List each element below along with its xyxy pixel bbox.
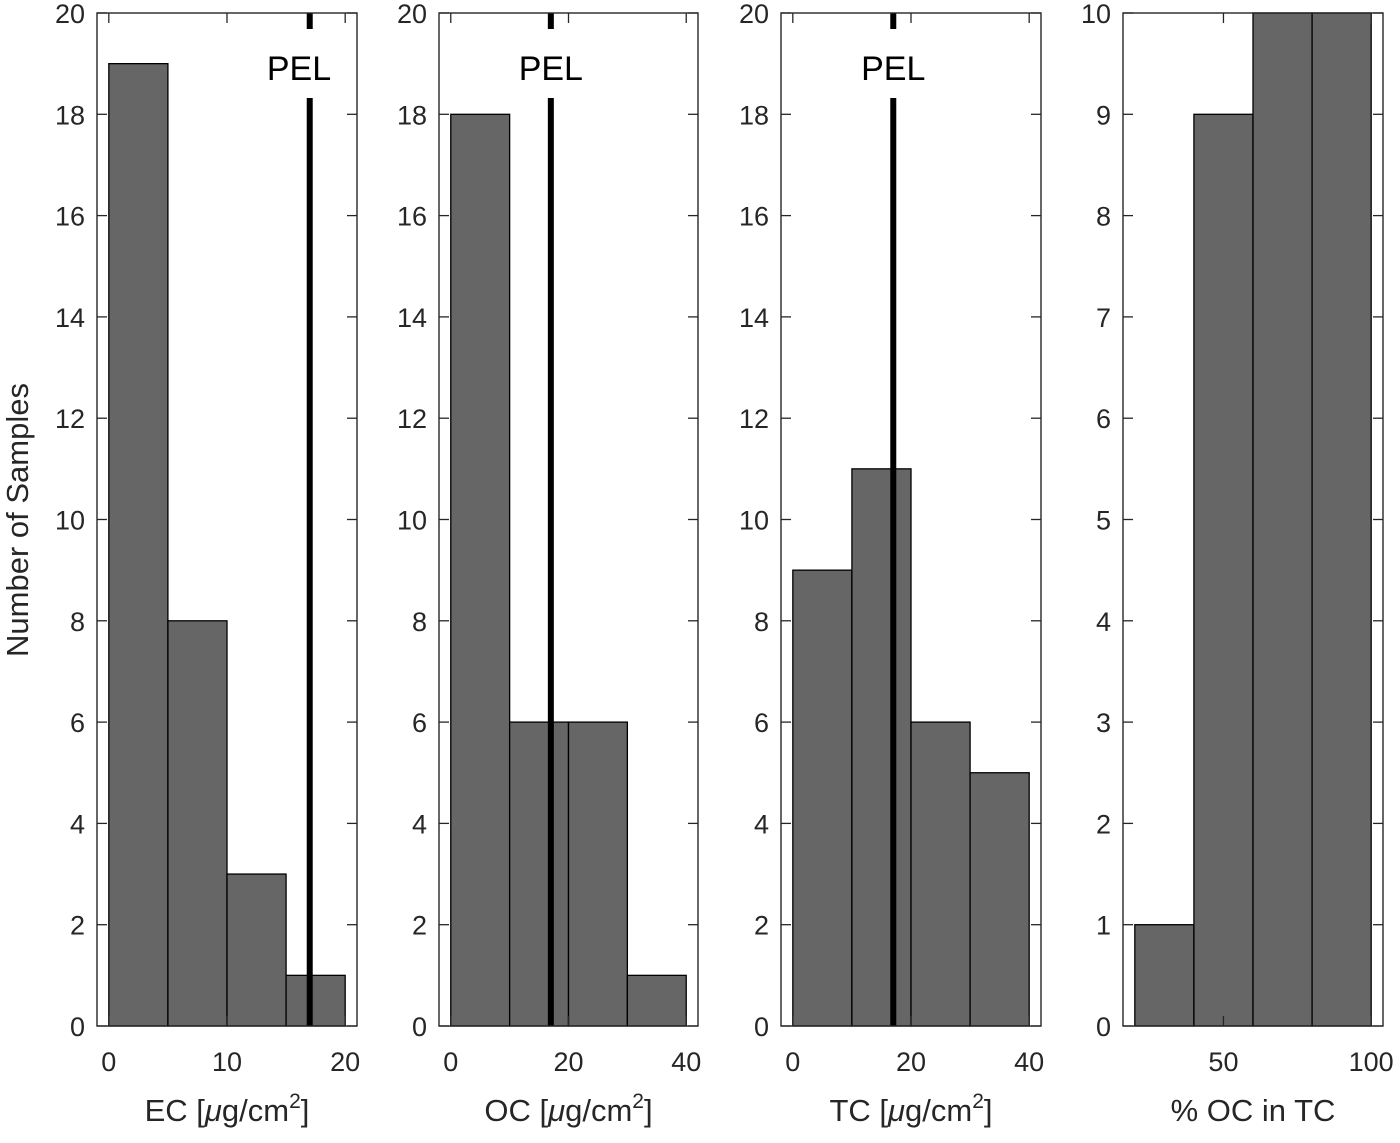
y-tick-label: 18 [739,100,769,130]
x-tick-label: 40 [1014,1047,1044,1077]
pel-label: PEL [267,50,331,88]
y-tick-label: 4 [412,809,427,839]
histogram-bar [567,721,629,1027]
y-tick-label: 8 [754,607,769,637]
y-tick-label: 0 [412,1012,427,1042]
x-tick-label: 10 [212,1047,242,1077]
x-tick-label: 20 [330,1047,360,1077]
x-axis-label: EC [μg/cm2] [145,1090,310,1128]
y-tick-label: 6 [1096,404,1111,434]
x-tick-label: 0 [101,1047,116,1077]
histogram-bar [450,113,511,1027]
histogram-panel-1: PEL 0 2 4 6 8 10 12 14 16 18 20 0 10 20 EC [μg/cm2] [55,0,360,1128]
y-tick-label: 8 [1096,202,1111,232]
y-tick-label: 2 [1096,809,1111,839]
y-tick-label: 8 [70,607,85,637]
x-tick-label: 20 [553,1047,583,1077]
y-tick-label: 20 [397,0,427,29]
y-tick-label: 10 [739,506,769,536]
y-tick-label: 20 [739,0,769,29]
y-tick-label: 6 [754,708,769,738]
x-tick-label: 0 [785,1047,800,1077]
y-tick-label: 0 [70,1012,85,1042]
histogram-bar [910,721,971,1027]
y-tick-label: 18 [397,100,427,130]
y-tick-label: 12 [739,404,769,434]
y-tick-label: 5 [1096,506,1111,536]
histogram-bar [1193,113,1254,1027]
y-tick-label: 4 [70,809,85,839]
histogram-bar [508,721,570,1027]
y-tick-label: 4 [754,809,769,839]
y-tick-label: 4 [1096,607,1111,637]
histogram-bar [167,620,228,1027]
y-tick-label: 16 [397,202,427,232]
histogram-panel-2: PEL 0 2 4 6 8 10 12 14 16 18 20 0 20 40 OC [μg/cm2] [397,0,701,1128]
y-tick-label: 12 [397,404,427,434]
histogram-bar [1311,12,1372,1027]
y-tick-label: 16 [739,202,769,232]
x-tick-label: 50 [1208,1047,1238,1077]
y-tick-label: 7 [1096,303,1111,333]
y-tick-label: 14 [397,303,427,333]
y-tick-label: 1 [1096,911,1111,941]
histogram-bar [792,569,853,1027]
x-tick-label: 0 [443,1047,458,1077]
pel-label: PEL [861,50,925,88]
y-tick-label: 2 [70,911,85,941]
histogram-bar [285,974,346,1027]
y-tick-label: 8 [412,607,427,637]
y-tick-label: 3 [1096,708,1111,738]
x-tick-label: 40 [671,1047,701,1077]
histogram-bar [1252,12,1313,1027]
y-tick-label: 14 [55,303,85,333]
y-tick-label: 0 [1096,1012,1111,1042]
pel-label: PEL [519,50,583,88]
histogram-panel-3: PEL 0 2 4 6 8 10 12 14 16 18 20 0 20 40 TC [μg/cm2] [739,0,1044,1128]
y-tick-label: 12 [55,404,85,434]
histogram-bar [1134,924,1195,1027]
x-axis-label: TC [μg/cm2] [829,1090,992,1128]
y-tick-label: 20 [55,0,85,29]
histogram-bar [851,468,912,1027]
histogram-bar [108,63,169,1027]
y-axis-label: Number of Samples [0,383,35,657]
histogram-bar [226,873,287,1027]
x-tick-label: 100 [1349,1047,1394,1077]
y-tick-label: 10 [397,506,427,536]
y-tick-label: 2 [412,911,427,941]
y-tick-label: 10 [1081,0,1111,29]
x-axis-label: % OC in TC [1171,1093,1336,1128]
histogram-bar [626,974,687,1027]
x-axis-label: OC [μg/cm2] [484,1090,652,1128]
histogram-bar [969,772,1030,1027]
y-tick-label: 0 [754,1012,769,1042]
y-tick-label: 10 [55,506,85,536]
y-tick-label: 9 [1096,100,1111,130]
x-tick-label: 20 [896,1047,926,1077]
y-tick-label: 18 [55,100,85,130]
y-tick-label: 6 [412,708,427,738]
y-tick-label: 16 [55,202,85,232]
y-tick-label: 14 [739,303,769,333]
histogram-panel-4: 0 1 2 3 4 5 6 7 8 9 10 50 100 % OC in TC [1081,0,1394,1128]
y-tick-label: 2 [754,911,769,941]
y-tick-label: 6 [70,708,85,738]
